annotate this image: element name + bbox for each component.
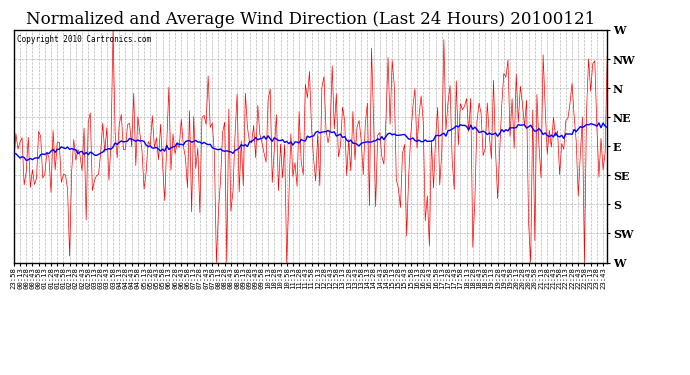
Text: Copyright 2010 Cartronics.com: Copyright 2010 Cartronics.com	[17, 34, 151, 44]
Title: Normalized and Average Wind Direction (Last 24 Hours) 20100121: Normalized and Average Wind Direction (L…	[26, 12, 595, 28]
